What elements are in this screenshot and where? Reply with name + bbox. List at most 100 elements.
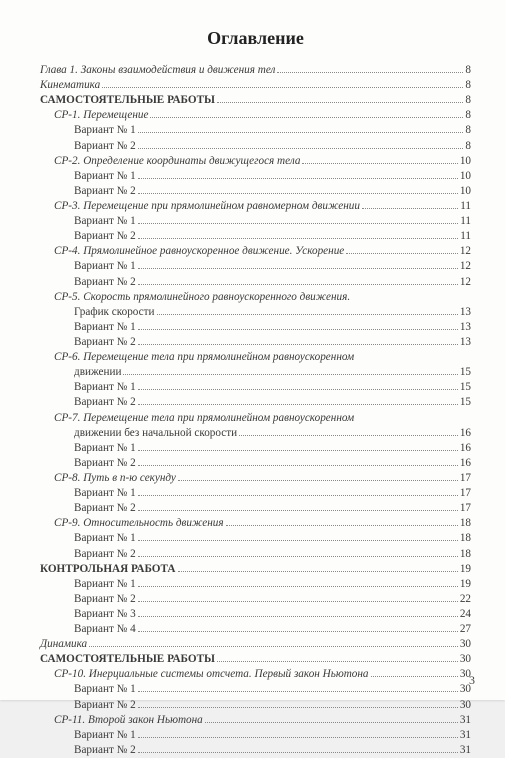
toc-page: 19 (460, 562, 471, 577)
toc-row: СР-5. Скорость прямолинейного равноускор… (40, 290, 471, 305)
toc-dots (371, 676, 458, 677)
toc-page: 18 (460, 547, 471, 562)
toc-dots (138, 344, 458, 345)
toc-dots (346, 253, 458, 254)
toc-row: Вариант № 110 (40, 169, 471, 184)
toc-dots (150, 117, 463, 118)
toc-row: Кинематика 8 (40, 78, 471, 93)
toc-page: 8 (465, 93, 471, 108)
toc-label: Вариант № 2 (40, 592, 136, 607)
toc-page: 13 (460, 335, 471, 350)
toc-dots (138, 616, 458, 617)
toc-row: СР-8. Путь в n-ю секунду17 (40, 471, 471, 486)
toc-dots (138, 178, 458, 179)
toc-label: Вариант № 1 (40, 531, 136, 546)
toc-dots (138, 737, 458, 738)
toc-dots (138, 495, 458, 496)
toc-dots (138, 707, 458, 708)
toc-row: Вариант № 1 18 (40, 531, 471, 546)
toc-label: Динамика (40, 637, 87, 652)
toc-dots (138, 268, 458, 269)
toc-row: Вариант № 115 (40, 380, 471, 395)
toc-row: СР-6. Перемещение тела при прямолинейном… (40, 350, 471, 365)
toc-dots (239, 435, 458, 436)
toc-dots (138, 465, 458, 466)
toc-row: Вариант № 1 8 (40, 123, 471, 138)
toc-label: СР-1. Перемещение (40, 108, 148, 123)
toc-dots (277, 72, 463, 73)
toc-page: 11 (460, 229, 471, 244)
toc-page: 10 (460, 154, 471, 169)
toc-dots (178, 571, 458, 572)
toc-row: Вариант № 427 (40, 622, 471, 637)
toc-page: 18 (460, 531, 471, 546)
toc-label: КОНТРОЛЬНАЯ РАБОТА (40, 562, 176, 577)
toc-page: 16 (460, 441, 471, 456)
toc-label: САМОСТОЯТЕЛЬНЫЕ РАБОТЫ (40, 93, 215, 108)
toc-row: Вариант № 117 (40, 486, 471, 501)
toc-dots (102, 87, 463, 88)
toc-label: СР-6. Перемещение тела при прямолинейном… (40, 350, 354, 365)
toc-dots (138, 510, 458, 511)
toc-dots (138, 586, 458, 587)
toc-row: СР-11. Второй закон Ньютона 31 (40, 713, 471, 728)
toc-row: СР-9. Относительность движения18 (40, 516, 471, 531)
toc-row: Вариант № 131 (40, 728, 471, 743)
toc-label: Вариант № 2 (40, 184, 136, 199)
toc-body: Глава 1. Законы взаимодействия и движени… (40, 63, 471, 758)
toc-label: Кинематика (40, 78, 100, 93)
toc-label: Вариант № 1 (40, 320, 136, 335)
toc-page: 31 (460, 743, 471, 758)
toc-dots (138, 284, 458, 285)
toc-dots (138, 132, 464, 133)
toc-row: движении15 (40, 365, 471, 380)
toc-label: График скорости (40, 305, 155, 320)
toc-label: Вариант № 2 (40, 743, 136, 758)
toc-label: Вариант № 1 (40, 259, 136, 274)
toc-label: Вариант № 2 (40, 547, 136, 562)
toc-row: Вариант № 217 (40, 501, 471, 516)
toc-label: СР-3. Перемещение при прямолинейном равн… (40, 199, 360, 214)
toc-row: движении без начальной скорости16 (40, 426, 471, 441)
toc-dots (138, 691, 458, 692)
toc-row: Вариант № 216 (40, 456, 471, 471)
toc-dots (138, 631, 458, 632)
toc-label: Вариант № 4 (40, 622, 136, 637)
toc-label: СР-4. Прямолинейное равноускоренное движ… (40, 244, 344, 259)
toc-label: СР-11. Второй закон Ньютона (40, 713, 203, 728)
toc-dots (138, 193, 458, 194)
toc-page: 22 (460, 592, 471, 607)
toc-row: СР-1. Перемещение8 (40, 108, 471, 123)
toc-row: СР-3. Перемещение при прямолинейном равн… (40, 199, 471, 214)
toc-row: Вариант № 119 (40, 577, 471, 592)
toc-dots (138, 238, 459, 239)
toc-dots (138, 404, 458, 405)
toc-title: Оглавление (40, 28, 471, 49)
toc-label: СР-8. Путь в n-ю секунду (40, 471, 176, 486)
toc-label: СР-10. Инерциальные системы отсчета. Пер… (40, 667, 369, 682)
toc-page: 31 (460, 713, 471, 728)
toc-row: Глава 1. Законы взаимодействия и движени… (40, 63, 471, 78)
toc-label: Вариант № 1 (40, 214, 136, 229)
toc-page: 17 (460, 501, 471, 516)
toc-label: СР-5. Скорость прямолинейного равноускор… (40, 290, 350, 305)
toc-page: 31 (460, 728, 471, 743)
toc-row: Вариант № 2 11 (40, 229, 471, 244)
toc-row: Вариант № 1 13 (40, 320, 471, 335)
toc-dots (217, 102, 463, 103)
toc-page: 12 (460, 259, 471, 274)
toc-label: Вариант № 1 (40, 123, 136, 138)
toc-page: 13 (460, 320, 471, 335)
toc-row: Вариант № 111 (40, 214, 471, 229)
toc-page: 24 (460, 607, 471, 622)
toc-page: 8 (465, 123, 471, 138)
toc-row: СР-4. Прямолинейное равноускоренное движ… (40, 244, 471, 259)
toc-page: 8 (465, 78, 471, 93)
toc-page: 10 (460, 169, 471, 184)
toc-label: СР-7. Перемещение тела при прямолинейном… (40, 411, 354, 426)
toc-row: Вариант № 210 (40, 184, 471, 199)
toc-row: СР-2. Определение координаты движущегося… (40, 154, 471, 169)
toc-label: Вариант № 2 (40, 229, 136, 244)
toc-label: движении (40, 365, 121, 380)
page: Оглавление Глава 1. Законы взаимодействи… (0, 0, 505, 700)
